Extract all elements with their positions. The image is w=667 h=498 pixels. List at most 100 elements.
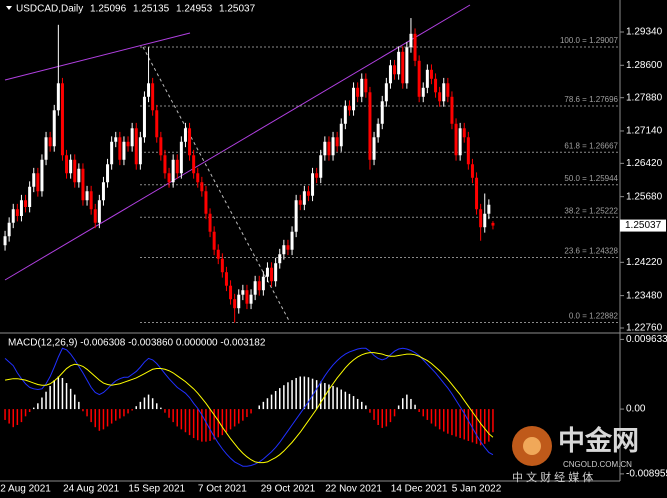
candle-body	[122, 141, 126, 160]
macd-bar	[172, 409, 174, 423]
macd-bar	[250, 409, 252, 414]
candle-body	[393, 65, 397, 75]
y-tick-label: 1.27880	[626, 92, 663, 103]
y-tick-label: 1.26420	[626, 158, 663, 169]
candle-body	[483, 213, 487, 228]
macd-bar	[143, 397, 146, 410]
candle-body	[458, 128, 462, 156]
candle-body	[417, 60, 421, 97]
macd-bar	[270, 394, 273, 410]
macd-bar	[443, 409, 445, 432]
macd-bar	[283, 385, 285, 410]
macd-bar	[369, 409, 371, 413]
macd-bar	[147, 394, 150, 410]
candle-body	[60, 83, 64, 156]
candle-body	[167, 173, 171, 183]
price-box-label: 1.25037	[625, 220, 662, 231]
macd-bar	[307, 377, 310, 410]
macd-bar	[28, 409, 31, 412]
macd-bar	[221, 409, 224, 436]
macd-bar	[361, 401, 363, 410]
macd-bar	[373, 409, 375, 420]
candle-body	[425, 69, 429, 88]
macd-bar	[279, 388, 281, 410]
macd-bar	[258, 405, 260, 410]
candle-body	[265, 267, 269, 277]
candle-body	[36, 173, 40, 192]
candle-body	[253, 281, 257, 295]
candle-body	[294, 200, 298, 232]
macd-bar	[8, 409, 10, 424]
fib-label: 61.8 = 1.26667	[564, 141, 618, 150]
fib-label: 100.0 = 1.29007	[560, 36, 619, 45]
candle-body	[446, 83, 450, 97]
fib-label: 50.0 = 1.25944	[564, 174, 618, 183]
macd-bar	[225, 409, 228, 433]
y-tick-label: 1.23480	[626, 290, 663, 301]
macd-bar	[229, 409, 232, 430]
candle-body	[233, 299, 237, 309]
macd-bar	[106, 409, 109, 427]
macd-bar	[463, 409, 465, 440]
candle-body	[65, 155, 69, 174]
candle-body	[69, 159, 73, 174]
macd-bar	[397, 405, 400, 410]
candle-body	[126, 141, 130, 147]
macd-bar	[217, 409, 219, 438]
macd-bar	[315, 380, 318, 410]
candle-body	[450, 96, 454, 124]
x-tick-label: 24 Aug 2021	[63, 484, 120, 495]
candle-body	[376, 123, 380, 138]
candle-body	[110, 141, 114, 165]
candle-body	[466, 137, 470, 165]
candle-body	[52, 110, 56, 147]
candle-body	[434, 78, 438, 93]
macd-bar	[488, 409, 490, 442]
macd-bar	[426, 409, 429, 420]
candle-body	[286, 245, 290, 250]
macd-bar	[475, 409, 478, 444]
candle-body	[40, 159, 44, 192]
candle-body	[138, 137, 142, 165]
macd-bar	[406, 394, 408, 410]
fib-label: 0.0 = 1.22882	[569, 312, 619, 321]
candle-body	[302, 191, 306, 205]
y-tick-label: 1.24220	[626, 257, 663, 268]
candle-body	[454, 123, 458, 156]
y-tick-label: 0.009633	[626, 334, 667, 345]
fib-label: 38.2 = 1.25222	[564, 206, 618, 215]
watermark-site: CNGOLD.COM.CN	[563, 460, 632, 469]
candle-body	[315, 173, 319, 178]
macd-bar	[168, 409, 170, 418]
candle-body	[343, 105, 347, 124]
macd-bar	[65, 383, 68, 410]
candle-body	[19, 200, 23, 216]
candle-body	[142, 96, 146, 138]
macd-bar	[479, 409, 482, 446]
macd-bar	[389, 409, 392, 423]
macd-bar	[12, 409, 14, 428]
candle-body	[245, 290, 249, 304]
candle-body	[409, 33, 413, 48]
macd-bar	[385, 409, 388, 427]
macd-bar	[430, 409, 433, 424]
macd-bar	[418, 409, 420, 412]
header-low: 1.24953	[176, 4, 213, 15]
candle-body	[331, 137, 335, 156]
macd-bar	[110, 409, 113, 424]
candle-body	[171, 159, 175, 183]
macd-bar	[209, 409, 211, 441]
macd-bar	[33, 407, 35, 410]
macd-bar	[90, 409, 92, 423]
candle-body	[368, 92, 372, 160]
macd-bar	[393, 409, 396, 417]
candle-body	[401, 51, 405, 84]
macd-bar	[127, 409, 129, 414]
macd-bar	[274, 390, 277, 410]
macd-bar	[188, 409, 191, 436]
macd-bar	[74, 394, 76, 410]
macd-bar	[352, 396, 355, 410]
macd-bar	[131, 409, 133, 411]
macd-bar	[291, 380, 293, 410]
y-tick-label: -0.008955	[626, 469, 667, 480]
